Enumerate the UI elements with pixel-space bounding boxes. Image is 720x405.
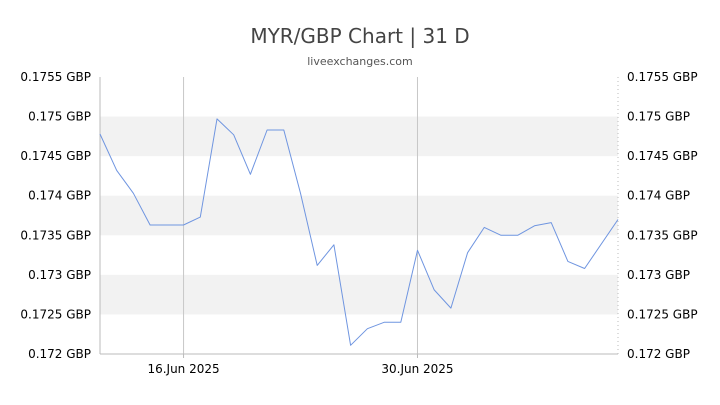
y-tick-label-right: 0.174 GBP: [627, 189, 690, 203]
y-tick-label-right: 0.1735 GBP: [627, 228, 698, 242]
y-tick-label-right: 0.172 GBP: [627, 347, 690, 361]
y-tick-label-left: 0.1735 GBP: [20, 228, 91, 242]
x-tick-label: 16.Jun 2025: [147, 362, 219, 376]
axes: [99, 77, 619, 355]
grid-band: [100, 195, 618, 236]
y-tick-label-left: 0.174 GBP: [28, 189, 91, 203]
y-tick-label-right: 0.175 GBP: [627, 110, 690, 124]
y-tick-label-left: 0.1755 GBP: [20, 70, 91, 84]
grid-bands: [100, 116, 618, 315]
y-tick-label-left: 0.172 GBP: [28, 347, 91, 361]
grid-band: [100, 116, 618, 157]
series-line: [99, 118, 619, 346]
grid-band: [100, 274, 618, 315]
y-tick-label-left: 0.173 GBP: [28, 268, 91, 282]
y-tick-label-right: 0.1755 GBP: [627, 70, 698, 84]
series-layer: [99, 118, 619, 346]
grid-vertical-lines: [183, 77, 418, 354]
y-tick-label-left: 0.1725 GBP: [20, 307, 91, 321]
chart-subtitle: liveexchanges.com: [307, 55, 413, 68]
y-tick-label-left: 0.1745 GBP: [20, 149, 91, 163]
y-tick-label-right: 0.1745 GBP: [627, 149, 698, 163]
x-tick-label: 30.Jun 2025: [381, 362, 453, 376]
y-tick-label-left: 0.175 GBP: [28, 110, 91, 124]
x-tick-labels: 16.Jun 2025 30.Jun 2025: [147, 354, 454, 376]
y-tick-labels: 0.172 GBP 0.172 GBP 0.1725 GBP 0.1725 GBP 0.…: [20, 70, 697, 361]
y-tick-label-right: 0.173 GBP: [627, 268, 690, 282]
y-tick-label-right: 0.1725 GBP: [627, 307, 698, 321]
chart-title: MYR/GBP Chart | 31 D: [250, 24, 470, 48]
